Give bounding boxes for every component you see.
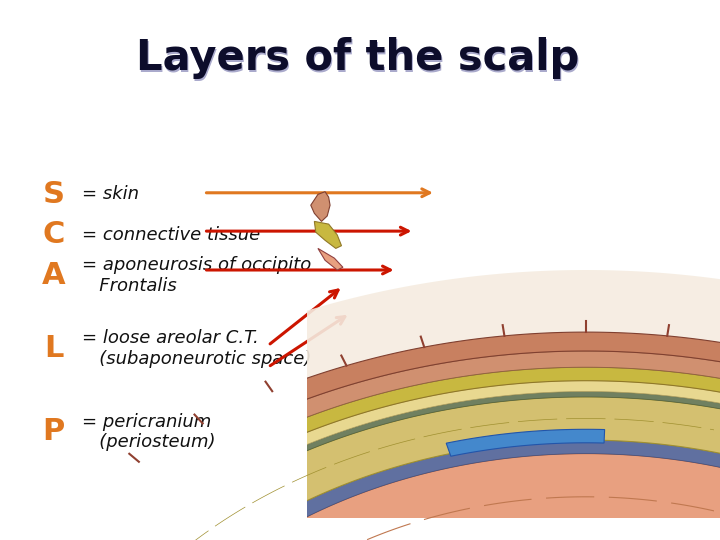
Polygon shape: [103, 392, 720, 540]
Polygon shape: [59, 351, 720, 540]
Polygon shape: [171, 454, 720, 540]
Polygon shape: [318, 248, 343, 270]
Text: A: A: [42, 261, 66, 290]
Text: Layers of the scalp: Layers of the scalp: [135, 37, 579, 79]
Text: = skin: = skin: [82, 185, 139, 204]
Polygon shape: [446, 429, 605, 456]
Text: = loose areolar C.T.
   (subaponeurotic space): = loose areolar C.T. (subaponeurotic spa…: [82, 329, 312, 368]
Polygon shape: [39, 332, 720, 540]
Text: = pericranium
   (periosteum): = pericranium (periosteum): [82, 413, 216, 451]
Text: S: S: [42, 180, 65, 209]
Polygon shape: [156, 440, 720, 540]
Text: L: L: [44, 334, 63, 363]
Polygon shape: [315, 221, 341, 248]
Polygon shape: [311, 192, 330, 221]
Text: P: P: [42, 417, 65, 447]
Text: C: C: [42, 220, 65, 249]
Text: = aponeurosis of occipito
   Frontalis: = aponeurosis of occipito Frontalis: [82, 256, 312, 295]
Bar: [307, 76, 720, 518]
Polygon shape: [0, 270, 720, 540]
Polygon shape: [91, 381, 720, 540]
Text: Layers of the scalp: Layers of the scalp: [137, 39, 580, 82]
Polygon shape: [109, 397, 720, 540]
Text: = connective tissue: = connective tissue: [82, 226, 261, 244]
Polygon shape: [77, 367, 720, 540]
